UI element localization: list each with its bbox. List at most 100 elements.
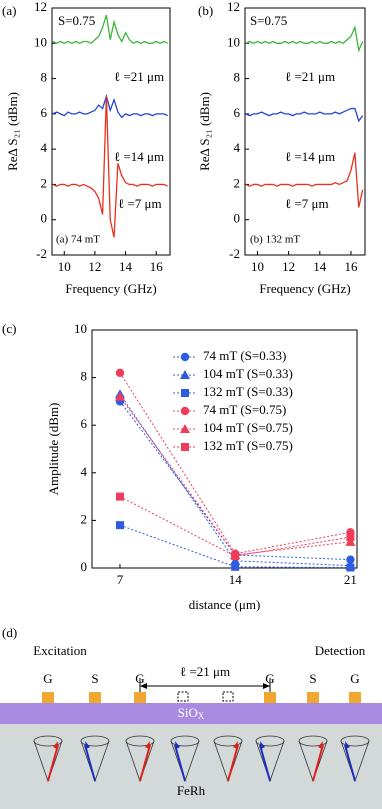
panel-label: (b) [198, 3, 213, 18]
series-label: ℓ =7 μm [285, 196, 329, 211]
y-tick-label: 8 [234, 70, 241, 85]
spin-arrow [227, 744, 239, 782]
legend-marker [180, 352, 190, 362]
marker [115, 521, 124, 530]
y-tick-label: 0 [234, 211, 241, 226]
legend-marker [180, 406, 190, 416]
detection-label: Detection [315, 643, 366, 658]
y-tick-label: 10 [34, 34, 47, 49]
panel-label: (c) [2, 321, 16, 336]
y-tick-label: -2 [229, 246, 240, 261]
legend-label: 74 mT (S=0.33) [203, 348, 286, 363]
pad-label: S [309, 671, 316, 686]
y-tick-label: 8 [81, 369, 88, 384]
y-axis-label: ReΔ S₂₁ (dBm) [197, 92, 212, 171]
y-tick-label: 12 [227, 0, 240, 14]
y-tick-label: 8 [41, 70, 48, 85]
marker [231, 552, 240, 561]
series-label: ℓ =7 μm [118, 196, 162, 211]
marker [231, 562, 240, 571]
series-line [52, 14, 168, 45]
marker [115, 492, 124, 501]
series-line [52, 93, 168, 119]
substrate-label: FeRh [177, 783, 206, 798]
spin-head [145, 741, 150, 749]
plot-frame [51, 7, 171, 256]
y-tick-label: 0 [41, 211, 48, 226]
oxide-layer [0, 703, 382, 724]
series-label: ℓ =14 μm [114, 149, 164, 164]
y-tick-label: 6 [234, 105, 241, 120]
y-tick-label: 12 [34, 0, 47, 14]
y-tick-label: 2 [81, 511, 88, 526]
series-line [119, 496, 351, 557]
series-line [119, 401, 351, 561]
legend-label: 132 mT (S=0.75) [203, 438, 293, 453]
y-tick-label: 10 [74, 321, 87, 336]
spin-head [233, 741, 238, 749]
spin-head [85, 741, 90, 749]
x-tick-label: 14 [229, 572, 243, 587]
oxide-sub: X [198, 711, 205, 721]
marker [230, 555, 241, 565]
x-tick-label: 14 [313, 259, 327, 274]
spin-arrow [344, 744, 356, 782]
series-line [245, 152, 364, 208]
pad-label: S [91, 671, 98, 686]
series-line [119, 396, 351, 556]
panel-label: (d) [2, 625, 17, 640]
x-tick-label: 7 [117, 572, 124, 587]
annotation: S=0.75 [58, 13, 95, 28]
series-label: ℓ =21 μm [114, 69, 164, 84]
legend-marker [181, 389, 189, 397]
x-tick-label: 12 [88, 259, 101, 274]
spin-arrow [174, 744, 186, 782]
panel-label: (a) [2, 3, 16, 18]
y-tick-label: -2 [36, 246, 47, 261]
legend-marker [180, 424, 190, 433]
y-axis-label: Amplitude (dBm) [46, 403, 61, 496]
distance-label: ℓ =21 μm [180, 664, 230, 679]
legend-marker [180, 370, 190, 379]
excitation-label: Excitation [33, 643, 87, 658]
annotation: (a) 74 mT [56, 234, 100, 246]
dashed-pad [177, 691, 189, 702]
y-tick-label: 0 [81, 559, 88, 574]
pad-label: G [350, 671, 359, 686]
spin-head [260, 741, 265, 749]
spin-arrow [47, 744, 59, 782]
x-tick-label: 21 [344, 572, 357, 587]
marker [346, 563, 355, 572]
spin-arrow [259, 744, 271, 782]
spin-arrow [312, 744, 324, 782]
spin-head [318, 741, 323, 749]
legend-label: 104 mT (S=0.33) [203, 366, 293, 381]
x-tick-label: 16 [344, 259, 358, 274]
y-tick-label: 4 [81, 464, 88, 479]
x-axis-label: distance (μm) [189, 597, 261, 612]
oxide-label: SiOX [178, 705, 205, 721]
dashed-pad [222, 691, 234, 702]
oxide-base: SiO [178, 705, 198, 720]
pads [42, 692, 361, 703]
marker [345, 536, 356, 546]
series-label: ℓ =21 μm [285, 69, 335, 84]
legend-marker [181, 443, 189, 451]
series-line [119, 524, 351, 569]
y-tick-label: 4 [234, 140, 241, 155]
y-tick-label: 2 [234, 175, 241, 190]
spin-head [345, 741, 350, 749]
x-axis-label: Frequency (GHz) [259, 281, 350, 296]
x-tick-label: 12 [282, 259, 295, 274]
legend-label: 104 mT (S=0.75) [203, 420, 293, 435]
y-tick-label: 2 [41, 175, 48, 190]
legend-label: 132 mT (S=0.33) [203, 384, 293, 399]
x-tick-label: 10 [251, 259, 264, 274]
marker [114, 391, 125, 401]
marker [115, 368, 125, 378]
spin-arrow [139, 744, 151, 782]
series-line [245, 107, 364, 123]
y-tick-label: 10 [227, 34, 240, 49]
spin-arrow [84, 744, 96, 782]
